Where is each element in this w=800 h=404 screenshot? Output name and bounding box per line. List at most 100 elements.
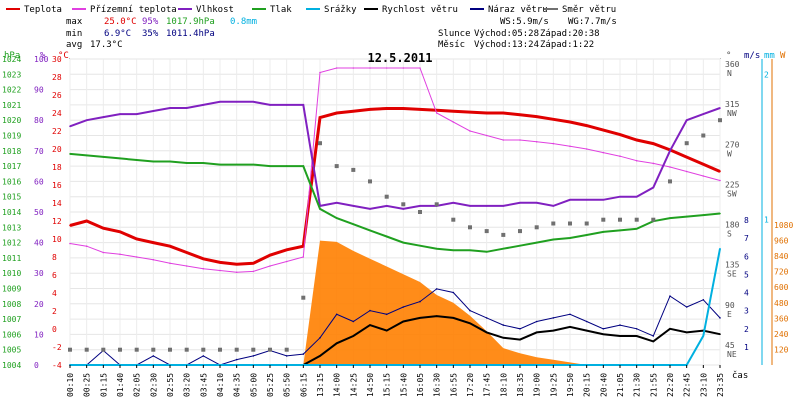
x-tick-label: 01:40 <box>116 373 125 397</box>
series-point-1 <box>252 270 255 273</box>
series-point-3 <box>535 241 538 244</box>
series-point-1 <box>719 179 721 182</box>
series-point-1 <box>269 265 271 267</box>
wm2-tick: 600 <box>774 283 789 292</box>
series-point-5 <box>485 317 488 319</box>
sunset: Západ:20:38 <box>540 29 600 39</box>
series-point-0 <box>202 258 205 260</box>
celsius-tick: 18 <box>52 163 62 172</box>
pct-tick: 60 <box>34 177 44 186</box>
wind-dir-point <box>451 217 456 222</box>
series-point-5 <box>419 300 421 303</box>
wm2-tick: 960 <box>774 237 789 246</box>
wind-dir-point <box>468 225 472 230</box>
x-tick-label: 03:45 <box>199 373 208 397</box>
series-point-0 <box>685 156 688 158</box>
wm2-tick: 720 <box>774 268 789 277</box>
wind-dir-point <box>251 347 256 352</box>
hpa-tick: 1013 <box>2 223 21 232</box>
celsius-tick: -4 <box>52 361 62 370</box>
series-point-2 <box>535 202 538 204</box>
series-point-5 <box>519 328 521 330</box>
series-point-3 <box>669 217 671 219</box>
x-tick-label: 15:40 <box>399 373 408 397</box>
series-point-7 <box>702 335 705 337</box>
dir-tick: NW <box>727 109 737 118</box>
ms-tick: 2 <box>744 325 749 334</box>
wind-dir-point <box>284 347 289 352</box>
series-point-0 <box>619 133 621 136</box>
hpa-tick: 1009 <box>2 285 21 294</box>
series-point-3 <box>469 249 471 252</box>
series-point-2 <box>85 119 88 121</box>
chart-title: 12.5.2011 <box>367 51 432 65</box>
series-point-5 <box>719 317 721 319</box>
x-tick-label: 18:35 <box>516 373 525 397</box>
series-point-1 <box>335 67 338 69</box>
sunrise: Východ:05:28 <box>474 29 539 39</box>
series-point-1 <box>452 121 455 123</box>
ms-tick: 4 <box>744 289 749 298</box>
series-point-2 <box>202 104 205 106</box>
x-tick-label: 05:50 <box>283 373 292 397</box>
x-tick-label: 05:00 <box>249 373 258 397</box>
series-point-5 <box>319 337 321 339</box>
unit-deg: ° <box>726 51 731 61</box>
legend-label-6: Náraz větru <box>488 5 548 15</box>
stat-min-hum: 35% <box>142 29 159 39</box>
series-point-1 <box>585 148 588 150</box>
series-point-2 <box>419 205 421 207</box>
series-point-0 <box>335 112 338 114</box>
axes: 1004100510061007100810091010101110121013… <box>2 55 793 370</box>
series-point-3 <box>152 160 155 163</box>
pct-tick: 30 <box>34 269 44 278</box>
wind-dir-point <box>168 347 172 352</box>
wm2-tick: 360 <box>774 314 789 323</box>
wind-dir-point <box>568 221 572 226</box>
hpa-tick: 1018 <box>2 147 21 156</box>
series-point-0 <box>652 142 655 145</box>
series-point-4 <box>535 331 538 334</box>
series-point-0 <box>419 108 421 111</box>
x-axis-label: čas <box>732 370 748 381</box>
x-tick-label: 19:50 <box>566 373 575 397</box>
series-point-3 <box>635 228 638 230</box>
wind-direction-points <box>68 118 722 352</box>
wind-dir-point <box>551 221 556 226</box>
series-point-4 <box>485 331 488 334</box>
series-point-2 <box>719 107 721 109</box>
series-point-3 <box>269 165 271 167</box>
deg-tick: 225 <box>725 180 740 189</box>
series-point-1 <box>235 271 238 274</box>
series-point-2 <box>152 110 155 112</box>
x-tick-label: 21:05 <box>616 373 625 397</box>
deg-tick: 315 <box>725 100 740 109</box>
celsius-tick: 28 <box>52 73 62 82</box>
series-point-5 <box>452 291 455 294</box>
series-point-1 <box>552 142 555 145</box>
series-point-2 <box>169 107 171 109</box>
series-point-1 <box>669 166 671 168</box>
legend-label-4: Srážky <box>324 5 357 15</box>
x-tick-label: 22:45 <box>683 373 692 397</box>
axis-units: hPa % °C ° m/s mm W <box>4 51 786 61</box>
mm-tick: 1 <box>764 216 769 225</box>
series-point-0 <box>185 251 188 254</box>
series-point-3 <box>569 237 571 239</box>
series-point-4 <box>335 342 338 345</box>
series-point-3 <box>602 231 605 233</box>
series-point-5 <box>402 306 405 308</box>
series-point-4 <box>669 328 671 330</box>
celsius-tick: 8 <box>52 253 57 262</box>
hpa-tick: 1010 <box>2 269 21 278</box>
series-point-2 <box>352 205 355 207</box>
series-point-1 <box>519 139 521 141</box>
legend-label-3: Tlak <box>270 5 292 15</box>
series-point-3 <box>452 249 455 252</box>
wg-info: WG:7.7m/s <box>568 17 617 27</box>
series-point-2 <box>119 113 121 115</box>
series-point-3 <box>85 154 88 157</box>
wind-dir-point <box>368 179 372 184</box>
celsius-tick: 22 <box>52 127 62 136</box>
hpa-tick: 1004 <box>2 361 21 370</box>
